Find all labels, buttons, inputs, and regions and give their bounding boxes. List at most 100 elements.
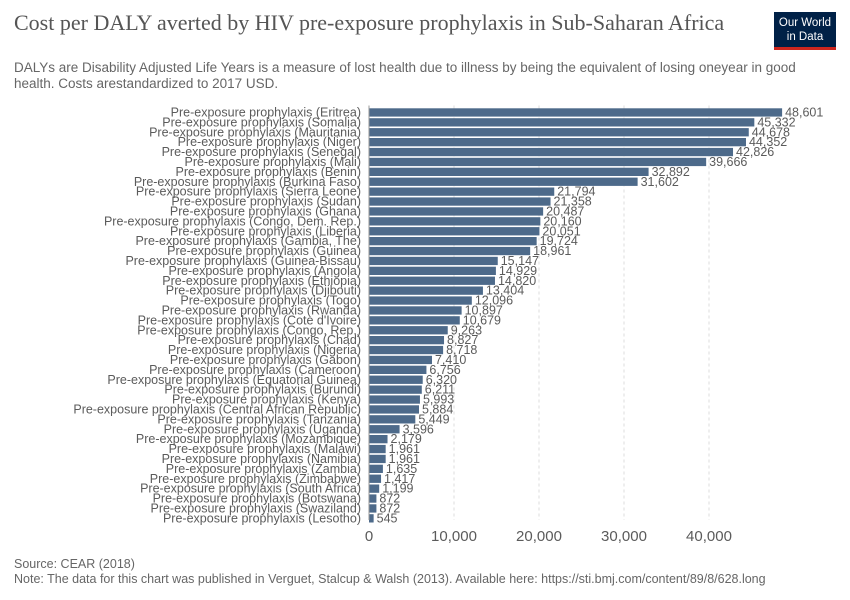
data-label: 14,929 — [499, 264, 537, 278]
category-label: Pre-exposure prophylaxis (Rwanda) — [162, 303, 361, 317]
bar — [369, 197, 551, 206]
data-label: 32,892 — [652, 165, 690, 179]
data-label: 872 — [379, 501, 400, 515]
category-label: Pre-exposure prophylaxis (Central Africa… — [73, 402, 361, 416]
category-label: Pre-exposure prophylaxis (Senegal) — [162, 145, 361, 159]
bar — [369, 237, 537, 246]
data-label: 18,961 — [533, 244, 571, 258]
category-label: Pre-exposure prophylaxis (Benin) — [175, 165, 361, 179]
bar — [369, 474, 382, 483]
x-tick-label: 40,000 — [686, 528, 732, 545]
owid-logo[interactable]: Our World in Data — [774, 12, 836, 50]
data-label: 545 — [377, 511, 398, 525]
bar — [369, 147, 734, 157]
bar — [369, 128, 749, 137]
category-label: Pre-exposure prophylaxis (Somalia) — [162, 115, 361, 129]
bar — [369, 395, 420, 404]
bar — [369, 345, 444, 355]
data-label: 10,897 — [465, 303, 503, 317]
category-label: Pre-exposure prophylaxis (Namibia) — [162, 452, 361, 466]
data-label: 8,827 — [447, 333, 478, 347]
data-label: 6,756 — [429, 363, 460, 377]
source-note[interactable]: Source: CEAR (2018) — [14, 557, 135, 571]
bar — [369, 504, 377, 513]
bar — [369, 336, 445, 345]
data-label: 48,601 — [785, 105, 823, 119]
data-label: 6,211 — [425, 383, 455, 397]
data-label: 7,410 — [435, 353, 466, 367]
category-label: Pre-exposure prophylaxis (Equatorial Gui… — [107, 373, 361, 387]
bar — [369, 464, 383, 473]
data-label: 8,718 — [446, 343, 477, 357]
category-label: Pre-exposure prophylaxis (Cote d'Ivoire) — [138, 313, 361, 327]
bar — [369, 375, 423, 384]
category-label: Pre-exposure prophylaxis (Botswana) — [153, 492, 361, 506]
x-tick-label: 20,000 — [516, 528, 562, 545]
bar — [369, 138, 746, 147]
category-label: Pre-exposure prophylaxis (Malawi) — [169, 442, 361, 456]
bar — [369, 246, 531, 256]
data-label: 15,147 — [501, 254, 539, 268]
x-tick-label: 30,000 — [601, 528, 647, 545]
data-label: 3,596 — [403, 422, 434, 436]
bar — [369, 415, 416, 424]
bar — [369, 266, 496, 275]
category-label: Pre-exposure prophylaxis (Zimbabwe) — [150, 472, 361, 486]
bar — [369, 355, 432, 365]
chart-subtitle: DALYs are Disability Adjusted Life Years… — [14, 60, 796, 91]
data-label: 20,051 — [542, 224, 580, 238]
bar — [369, 187, 555, 196]
data-label: 44,352 — [749, 135, 787, 149]
bar — [369, 286, 483, 295]
data-label: 1,961 — [389, 452, 420, 466]
category-label: Pre-exposure prophylaxis (Angola) — [169, 264, 361, 278]
bar — [369, 207, 544, 216]
category-label: Pre-exposure prophylaxis (Liberia) — [170, 224, 361, 238]
data-label: 42,826 — [736, 145, 774, 159]
bar — [369, 177, 638, 186]
category-label: Pre-exposure prophylaxis (Mozambique) — [136, 432, 361, 446]
bar — [369, 435, 388, 444]
category-label: Pre-exposure prophylaxis (Congo, Rep.) — [137, 323, 361, 337]
data-label: 1,417 — [384, 472, 415, 486]
category-label: Pre-exposure prophylaxis (Niger) — [178, 135, 361, 149]
bar — [369, 514, 374, 523]
category-label: Pre-exposure prophylaxis (Burkina Faso) — [134, 175, 361, 189]
x-tick-label: 0 — [365, 528, 373, 545]
category-label: Pre-exposure prophylaxis (Swaziland) — [150, 501, 361, 515]
data-label: 20,160 — [543, 214, 581, 228]
bar — [369, 385, 422, 394]
data-label: 1,635 — [386, 462, 417, 476]
data-label: 1,961 — [389, 442, 420, 456]
data-label: 5,449 — [418, 412, 449, 426]
bar — [369, 108, 783, 117]
data-label: 19,724 — [540, 234, 578, 248]
category-label: Pre-exposure prophylaxis (Cameroon) — [149, 363, 361, 377]
bar — [369, 167, 649, 176]
category-label: Pre-exposure prophylaxis (Uganda) — [164, 422, 361, 436]
logo-line-1: Our World — [778, 17, 832, 29]
bar — [369, 296, 472, 305]
bar — [369, 425, 400, 434]
category-label: Pre-exposure prophylaxis (Gabon) — [170, 353, 361, 367]
category-label: Pre-exposure prophylaxis (Lesotho) — [163, 511, 361, 525]
category-label: Pre-exposure prophylaxis (Guinea) — [167, 244, 361, 258]
data-label: 9,263 — [451, 323, 482, 337]
x-tick-label: 10,000 — [431, 528, 477, 545]
category-label: Pre-exposure prophylaxis (Tanzania) — [157, 412, 361, 426]
category-label: Pre-exposure prophylaxis (Nigeria) — [168, 343, 361, 357]
bar — [369, 217, 541, 226]
data-label: 6,320 — [426, 373, 457, 387]
bar — [369, 276, 495, 285]
bar — [369, 256, 498, 266]
bar — [369, 157, 707, 167]
bar — [369, 405, 420, 414]
bar — [369, 365, 427, 374]
category-label: Pre-exposure prophylaxis (Gambia, The) — [135, 234, 361, 248]
data-label: 44,678 — [752, 125, 790, 139]
bar — [369, 326, 448, 335]
category-label: Pre-exposure prophylaxis (South Africa) — [140, 482, 361, 496]
category-label: Pre-exposure prophylaxis (Chad) — [178, 333, 361, 347]
category-label: Pre-exposure prophylaxis (Congo, Dem. Re… — [104, 214, 361, 228]
